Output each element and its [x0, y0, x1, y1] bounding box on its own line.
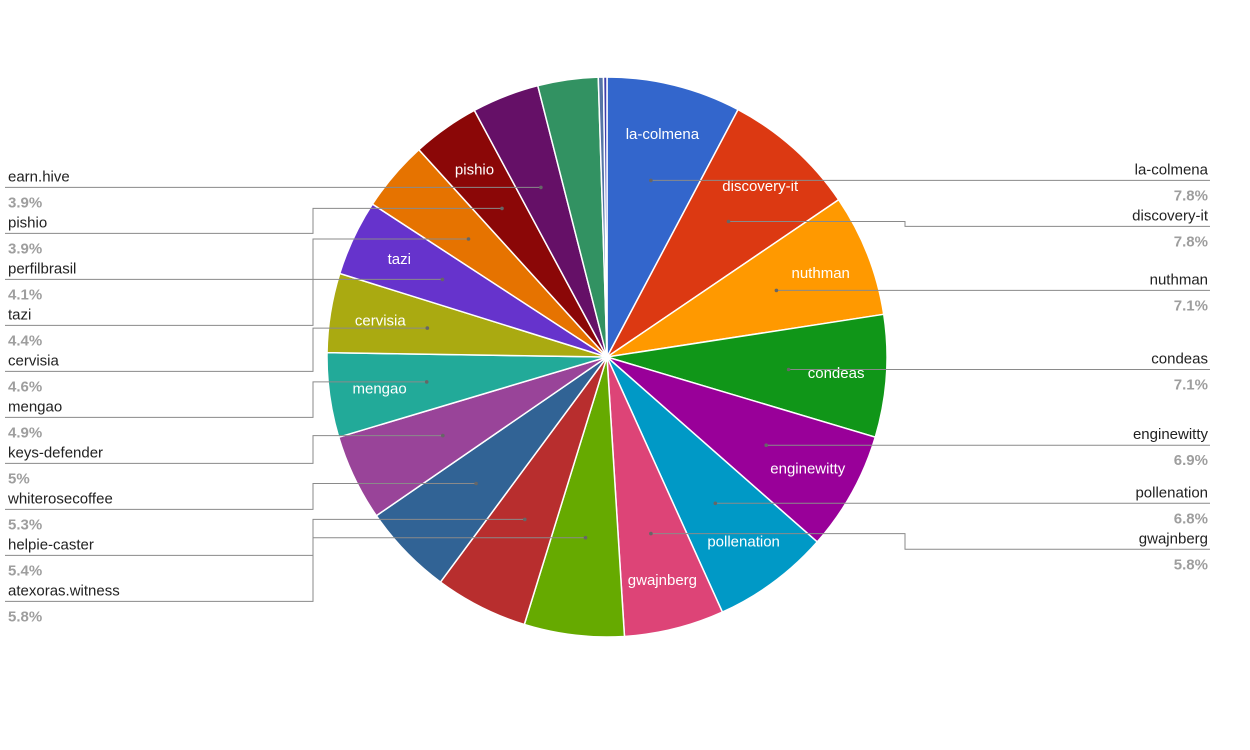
callout-whiterosecoffee: whiterosecoffee 5.3%	[5, 481, 478, 533]
callout-name: pishio	[8, 214, 47, 231]
callout-enginewitty: enginewitty 6.9%	[764, 426, 1210, 469]
callout-name: keys-defender	[8, 444, 103, 461]
callout-name: helpie-caster	[8, 536, 94, 553]
leader-line	[5, 381, 427, 418]
slice-label-discovery-it: discovery-it	[722, 178, 799, 195]
leader-anchor	[649, 178, 653, 183]
pie-slice-enginewitty[interactable]	[606, 356, 877, 543]
callout-name: tazi	[8, 306, 31, 323]
leader-anchor	[764, 443, 768, 448]
leader-anchor	[425, 326, 430, 330]
leader-line	[728, 221, 1210, 227]
callout-name: discovery-it	[1132, 207, 1209, 224]
leader-anchor	[539, 185, 543, 190]
callout-percent: 4.4%	[8, 332, 42, 349]
leader-anchor	[424, 380, 429, 384]
leader-line	[5, 435, 443, 464]
slice-label-pishio: pishio	[455, 162, 494, 179]
in-slice-labels: la-colmena discovery-it nuthman condeas engi…	[352, 126, 864, 589]
callout-pollenation: pollenation 6.8%	[713, 484, 1210, 527]
callout-mengao: mengao 4.9%	[5, 380, 429, 441]
callout-percent: 3.9%	[8, 194, 42, 211]
leader-anchor	[649, 531, 653, 536]
callout-percent: 4.6%	[8, 378, 42, 395]
pie-slices	[326, 76, 888, 638]
callout-percent: 7.8%	[1174, 187, 1208, 204]
callout-percent: 4.1%	[8, 286, 42, 303]
callout-percent: 7.1%	[1174, 377, 1208, 394]
callout-percent: 7.8%	[1174, 233, 1208, 250]
leader-anchor	[441, 433, 445, 438]
callout-name: mengao	[8, 398, 62, 415]
pie-slice-condeas[interactable]	[606, 313, 888, 439]
slice-label-la-colmena: la-colmena	[626, 126, 700, 143]
leader-anchor	[774, 288, 779, 293]
callout-percent: 5%	[8, 470, 30, 487]
leader-anchor	[440, 277, 445, 282]
callout-keys-defender: keys-defender 5%	[5, 433, 445, 487]
callout-name: perfilbrasil	[8, 260, 76, 277]
callout-labels: la-colmena 7.8% discovery-it 7.8% nuthman 7.1…	[5, 161, 1210, 625]
leader-line	[5, 238, 469, 280]
callout-name: enginewitty	[1133, 426, 1209, 443]
slice-label-condeas: condeas	[808, 365, 865, 382]
callout-pishio: pishio 3.9%	[5, 206, 504, 257]
slice-label-pollenation: pollenation	[707, 534, 780, 551]
leader-line	[5, 327, 428, 372]
leader-anchor	[523, 517, 527, 522]
leader-anchor	[713, 501, 718, 506]
callout-name: whiterosecoffee	[7, 490, 113, 507]
callout-name: nuthman	[1150, 271, 1208, 288]
callout-percent: 6.9%	[1174, 452, 1208, 469]
callout-name: pollenation	[1135, 484, 1208, 501]
leader-anchor	[466, 237, 471, 241]
callout-percent: 5.8%	[1174, 556, 1208, 573]
callout-atexoras-witness: atexoras.witness 5.8%	[5, 535, 588, 625]
callout-cervisia: cervisia 4.6%	[5, 326, 430, 395]
leader-anchor	[474, 481, 478, 486]
callout-percent: 3.9%	[8, 240, 42, 257]
callout-perfilbrasil: perfilbrasil 4.1%	[5, 237, 471, 303]
leader-line	[5, 537, 586, 602]
callout-name: cervisia	[8, 352, 60, 369]
slice-label-mengao: mengao	[352, 380, 406, 397]
leader-anchor	[583, 535, 588, 540]
callout-name: earn.hive	[8, 168, 70, 185]
callout-tazi: tazi 4.4%	[5, 277, 445, 349]
callout-name: gwajnberg	[1139, 530, 1208, 547]
pie-slice-nuthman[interactable]	[606, 198, 885, 358]
leader-anchor	[726, 219, 731, 224]
callout-percent: 5.4%	[8, 562, 42, 579]
pie-slice-pollenation[interactable]	[606, 356, 819, 614]
slice-label-gwajnberg: gwajnberg	[628, 572, 697, 589]
callout-percent: 7.1%	[1174, 297, 1208, 314]
callout-la-colmena: la-colmena 7.8%	[649, 161, 1210, 204]
callout-gwajnberg: gwajnberg 5.8%	[649, 530, 1210, 573]
slice-label-cervisia: cervisia	[355, 313, 407, 330]
slice-label-nuthman: nuthman	[792, 265, 850, 282]
pie-slice-unlabeled-19[interactable]	[602, 76, 608, 358]
callout-percent: 5.8%	[8, 608, 42, 625]
leader-line	[5, 483, 477, 510]
leader-anchor	[786, 367, 791, 372]
slice-label-tazi: tazi	[388, 251, 411, 268]
pie-slice-discovery-it[interactable]	[606, 108, 840, 358]
leader-anchor	[500, 206, 504, 211]
callout-percent: 6.8%	[1174, 510, 1208, 527]
leader-line	[650, 533, 1210, 550]
callout-name: condeas	[1151, 351, 1208, 368]
leader-line	[5, 278, 443, 326]
callout-nuthman: nuthman 7.1%	[774, 271, 1210, 314]
callout-name: la-colmena	[1135, 161, 1209, 178]
callout-discovery-it: discovery-it 7.8%	[726, 207, 1210, 250]
leader-line	[5, 207, 502, 234]
callout-earn-hive: earn.hive 3.9%	[5, 168, 543, 211]
callout-percent: 4.9%	[8, 424, 42, 441]
slice-label-enginewitty: enginewitty	[770, 460, 846, 477]
callout-condeas: condeas 7.1%	[786, 351, 1210, 394]
pie-slice-la-colmena[interactable]	[606, 76, 740, 358]
callout-name: atexoras.witness	[8, 582, 120, 599]
callout-percent: 5.3%	[8, 516, 42, 533]
